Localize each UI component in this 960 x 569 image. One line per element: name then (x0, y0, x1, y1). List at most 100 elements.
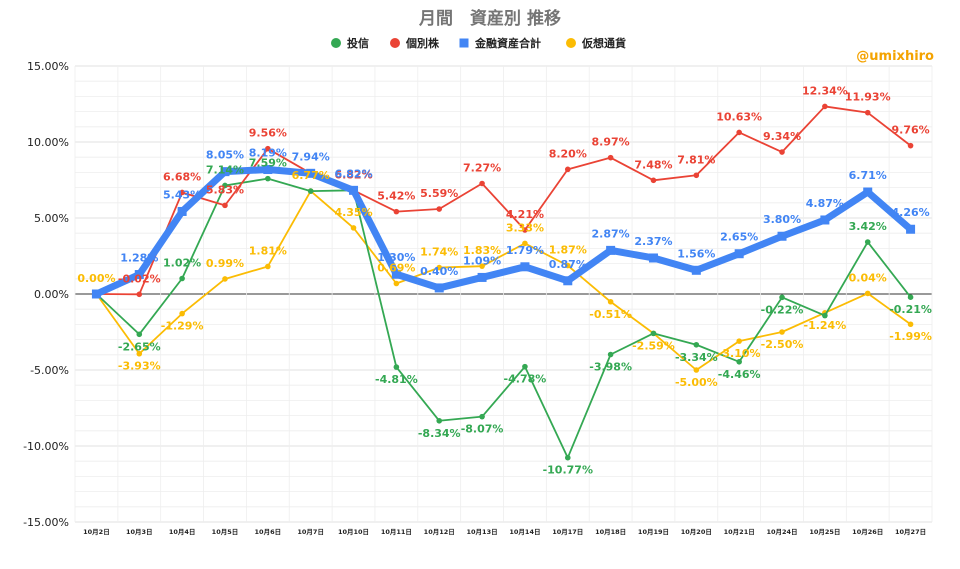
data-label: 7.48% (634, 158, 672, 171)
data-point (607, 298, 614, 305)
data-label: 0.87% (549, 258, 587, 271)
data-point (263, 165, 273, 175)
legend-swatch (566, 38, 576, 48)
data-label: 4.26% (891, 206, 929, 219)
data-label: 5.59% (420, 187, 458, 200)
y-tick-label: -10.00% (23, 440, 69, 453)
data-point (479, 180, 485, 187)
data-point (779, 294, 785, 301)
x-tick-label: 10月3日 (126, 528, 153, 536)
data-point (736, 358, 742, 365)
data-label: -4.46% (718, 368, 761, 381)
data-label: 7.59% (249, 157, 287, 170)
data-point (564, 166, 571, 173)
data-label: -4.81% (375, 373, 418, 386)
data-labels: -2.65% 1.02% 7.14% 7.59% -4.81% -8.34% -8.07% -… (77, 84, 932, 476)
data-label: 1.28% (120, 252, 158, 265)
data-point (820, 215, 830, 225)
data-point (220, 167, 230, 177)
data-point (136, 331, 143, 338)
data-point (179, 310, 185, 317)
x-tick-label: 10月2日 (83, 528, 110, 536)
data-point (222, 182, 228, 189)
data-point (734, 249, 744, 259)
data-point (436, 264, 443, 271)
legend-label: 仮想通貨 (581, 36, 626, 50)
data-point (179, 189, 185, 196)
series-line-3 (95, 190, 912, 371)
data-label: 1.79% (506, 244, 544, 257)
data-point (736, 129, 742, 136)
data-label: 3.80% (763, 213, 801, 226)
data-label: 6.82% (334, 168, 372, 181)
data-point (906, 224, 916, 234)
data-label: -1.24% (804, 319, 847, 332)
y-tick-label: 5.00% (34, 212, 69, 225)
data-label: 2.65% (720, 231, 758, 244)
x-tick-label: 10月11日 (381, 528, 412, 536)
legend: 投信 個別株 金融資産合計 仮想通貨 (331, 36, 626, 50)
y-tick-label: -5.00% (30, 364, 69, 377)
data-label: -8.34% (418, 427, 461, 440)
data-point (650, 177, 657, 184)
data-label: 1.56% (677, 247, 715, 260)
data-point (564, 454, 571, 461)
x-tick-label: 10月18日 (595, 528, 626, 536)
data-point (864, 239, 871, 245)
data-label: 8.20% (549, 147, 587, 160)
data-label: 8.19% (249, 147, 287, 160)
x-tick-label: 10月13日 (467, 528, 498, 536)
data-point (736, 338, 742, 344)
legend-item: 仮想通貨 (566, 36, 626, 50)
x-tick-label: 10月14日 (509, 528, 540, 536)
data-label: -10.77% (543, 464, 593, 477)
data-label: -5.00% (675, 376, 718, 389)
data-point (693, 341, 700, 348)
data-point (350, 225, 357, 231)
data-point (522, 227, 528, 233)
data-label: -4.78% (504, 373, 547, 386)
data-label: 0.40% (420, 265, 458, 278)
series-line-0 (95, 177, 912, 459)
y-tick-label: 0.00% (34, 288, 69, 301)
data-point (864, 290, 871, 297)
data-point (520, 262, 530, 272)
data-point (177, 206, 187, 216)
y-tick-label: -15.00% (23, 516, 69, 529)
data-label: 7.94% (292, 150, 330, 163)
data-point (777, 231, 787, 241)
data-point (391, 269, 401, 279)
data-point (136, 350, 143, 357)
x-tick-label: 10月19日 (638, 528, 669, 536)
data-label: 4.35% (334, 206, 372, 219)
data-label: -0.51% (589, 308, 632, 321)
data-label: 9.34% (763, 130, 801, 143)
data-point (179, 275, 185, 282)
data-label: -3.34% (675, 351, 718, 364)
data-label: -2.65% (118, 340, 161, 353)
data-label: 0.99% (206, 257, 244, 270)
data-label: 1.09% (463, 254, 501, 267)
x-tick-label: 10月24日 (766, 528, 797, 536)
x-tick-label: 10月12日 (424, 528, 455, 536)
data-label: -2.59% (632, 339, 675, 352)
data-label: 7.14% (206, 163, 244, 176)
data-label: -0.02% (118, 272, 161, 285)
data-point (434, 283, 444, 293)
data-point (477, 272, 487, 282)
data-point (693, 172, 700, 179)
data-point (693, 367, 700, 373)
data-point (522, 363, 528, 370)
data-point (222, 276, 228, 282)
data-point (393, 364, 400, 370)
data-point (436, 417, 443, 424)
data-point (863, 187, 873, 197)
data-point (563, 276, 573, 286)
data-label: 11.93% (845, 91, 891, 104)
data-point (393, 208, 400, 215)
data-point (479, 413, 485, 420)
data-label: 8.05% (206, 149, 244, 162)
data-label: -0.22% (761, 303, 804, 316)
x-tick-label: 10月27日 (895, 528, 926, 536)
legend-label: 投信 (347, 36, 369, 50)
